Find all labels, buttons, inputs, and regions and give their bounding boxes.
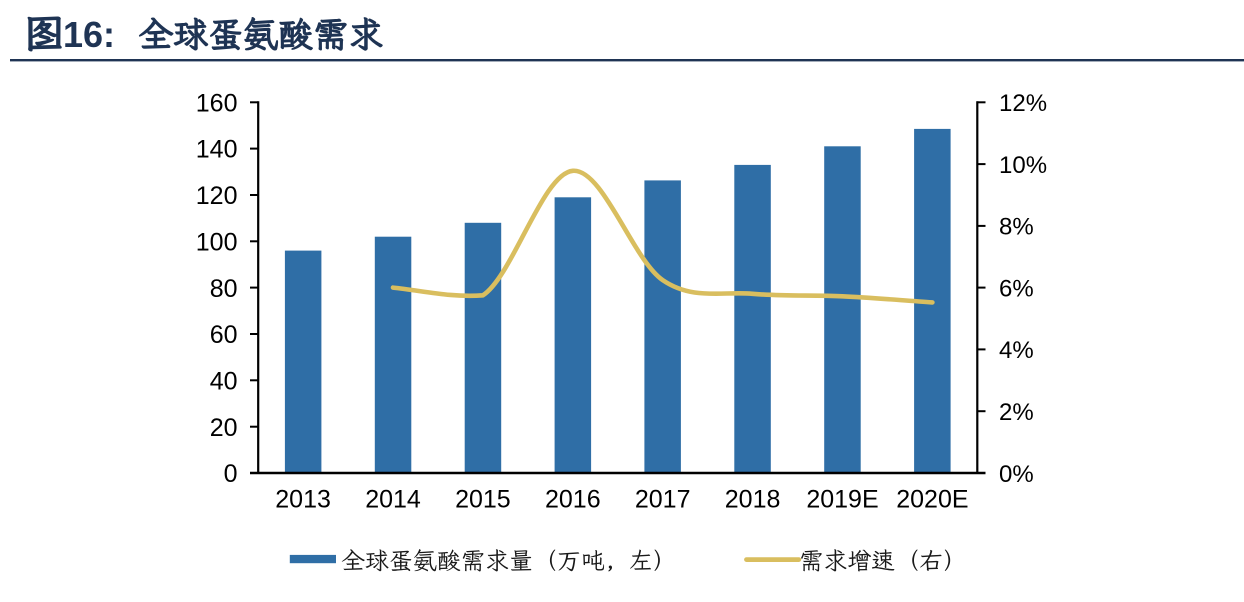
svg-text:2016: 2016 <box>545 485 601 513</box>
svg-text:12%: 12% <box>999 90 1047 117</box>
svg-text:40: 40 <box>210 367 238 395</box>
svg-text:2017: 2017 <box>635 485 691 513</box>
svg-text:20: 20 <box>210 414 238 442</box>
svg-text:60: 60 <box>210 321 238 349</box>
svg-text:2013: 2013 <box>275 485 331 513</box>
svg-text:4%: 4% <box>999 337 1034 364</box>
svg-text:2%: 2% <box>999 399 1034 426</box>
svg-text:8%: 8% <box>999 214 1034 241</box>
svg-text:6%: 6% <box>999 275 1034 302</box>
svg-text:0: 0 <box>224 460 238 488</box>
svg-text:140: 140 <box>196 136 238 164</box>
svg-text:120: 120 <box>196 182 238 210</box>
svg-text:2014: 2014 <box>365 485 421 513</box>
svg-text:10%: 10% <box>999 152 1047 179</box>
svg-text:2019E: 2019E <box>806 485 878 513</box>
svg-text:80: 80 <box>210 275 238 303</box>
svg-text:2015: 2015 <box>455 485 511 513</box>
svg-text:100: 100 <box>196 228 238 256</box>
svg-text:2020E: 2020E <box>896 485 968 513</box>
svg-text:160: 160 <box>196 89 238 117</box>
svg-text:2018: 2018 <box>725 485 781 513</box>
svg-text:16:: 16: <box>63 14 115 55</box>
svg-text:0%: 0% <box>999 461 1034 488</box>
